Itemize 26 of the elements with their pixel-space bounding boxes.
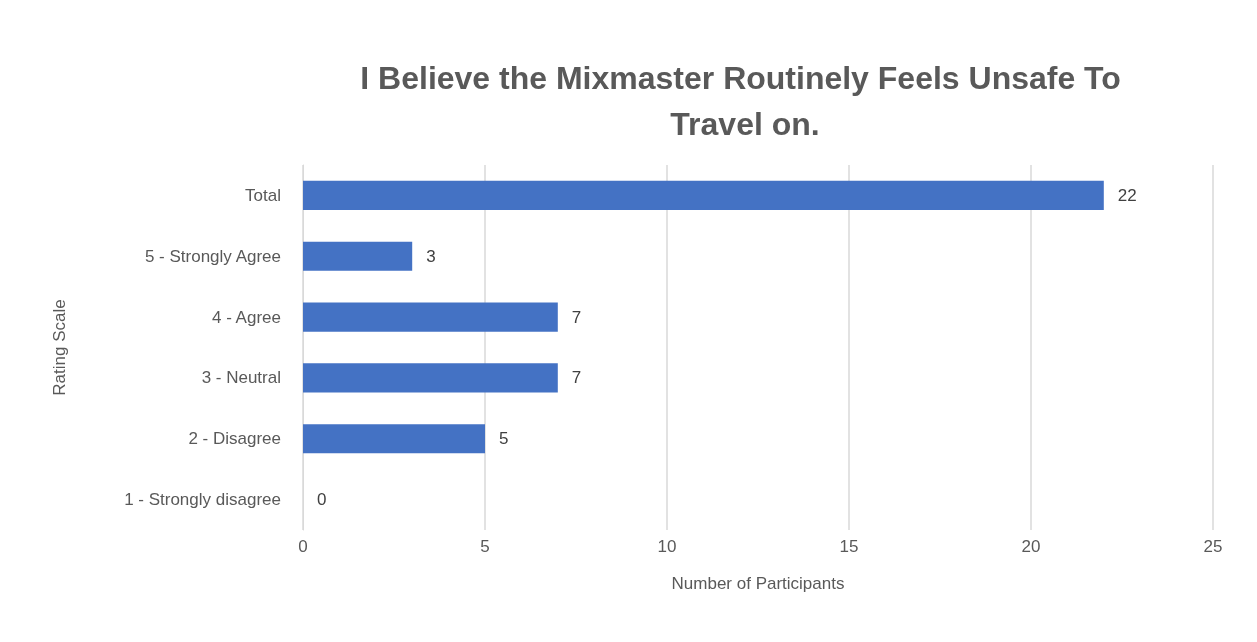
- x-tick-label: 25: [1203, 537, 1223, 556]
- x-tick-label: 20: [1021, 537, 1041, 556]
- x-tick-label: 10: [657, 537, 677, 556]
- bar: [303, 363, 558, 393]
- chart-title: I Believe the Mixmaster Routinely Feels Unsafe To Travel on.: [360, 60, 1130, 142]
- y-tick-label: 2 - Disagree: [188, 429, 281, 449]
- data-label: 7: [571, 368, 582, 388]
- y-tick-label: 4 - Agree: [212, 307, 281, 327]
- bar: [303, 180, 1104, 211]
- x-tick-label: 15: [839, 537, 859, 556]
- y-axis-title: Rating Scale: [50, 299, 69, 396]
- data-label: 3: [426, 246, 436, 266]
- y-tick-label: 1 - Strongly disagree: [124, 490, 281, 510]
- data-label: 0: [317, 490, 327, 510]
- bar: [303, 241, 413, 271]
- x-tick-label: 0: [298, 537, 308, 556]
- y-tick-label: 3 - Neutral: [201, 368, 281, 388]
- x-axis-title: Number of Participants: [671, 574, 845, 593]
- y-tick-label: Total: [245, 185, 281, 205]
- data-label: 7: [571, 307, 582, 327]
- y-tick-label: 5 - Strongly Agree: [144, 246, 281, 266]
- bar: [303, 424, 485, 454]
- bar: [303, 302, 558, 332]
- data-label: 5: [499, 429, 509, 449]
- data-label: 22: [1117, 185, 1137, 205]
- x-tick-label: 5: [480, 537, 490, 556]
